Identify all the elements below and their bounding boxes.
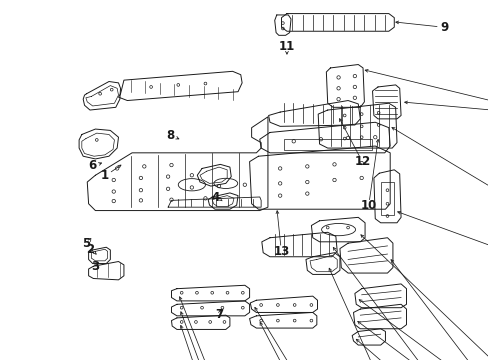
Text: 7: 7 [215,308,223,321]
Text: 8: 8 [165,129,174,142]
Text: 12: 12 [354,155,370,168]
Text: 1: 1 [101,169,109,182]
Text: 13: 13 [273,245,289,258]
Text: 10: 10 [360,199,376,212]
Text: 6: 6 [88,159,97,172]
Text: 4: 4 [211,191,219,204]
Text: 3: 3 [91,260,99,273]
Bar [380,182,393,215]
Text: 5: 5 [81,237,90,250]
Text: 2: 2 [86,243,94,256]
Bar [283,139,371,150]
Text: 9: 9 [440,21,448,34]
Text: 11: 11 [278,40,294,53]
